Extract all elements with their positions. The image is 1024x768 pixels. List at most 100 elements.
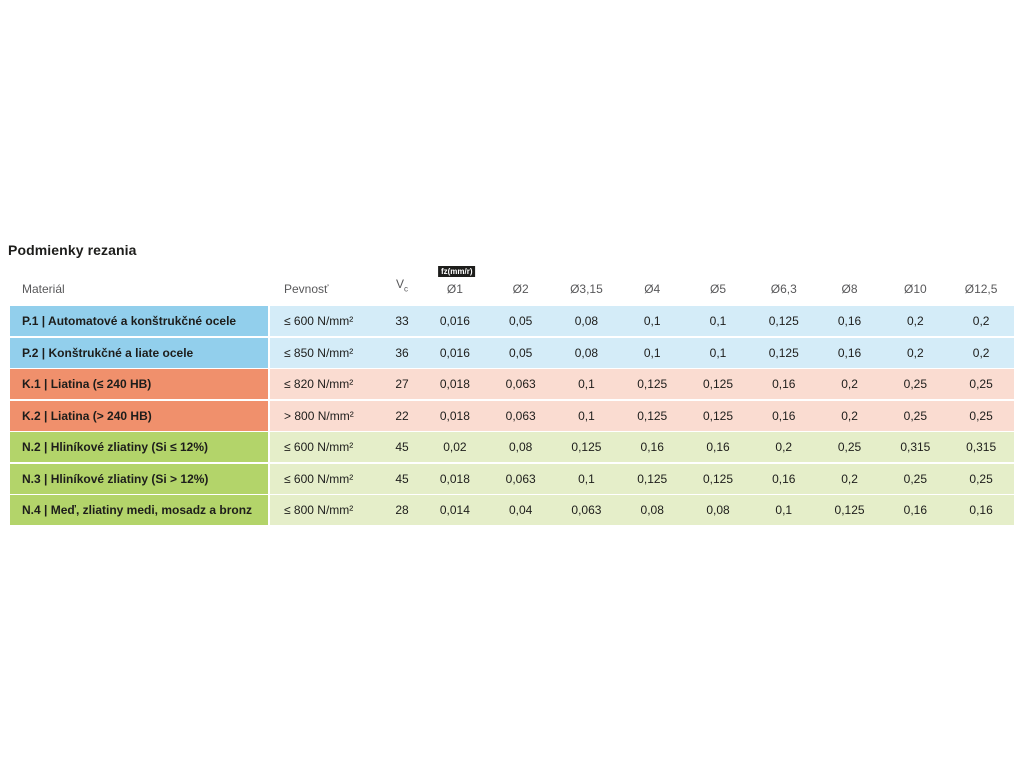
feed-value-cell: 0,125: [702, 377, 733, 391]
feed-value-cell: 0,05: [508, 345, 533, 360]
feed-value-cell: 0,125: [637, 408, 668, 423]
feed-value-cell: 0,2: [972, 314, 990, 328]
strength-cell: ≤ 850 N/mm²: [284, 345, 354, 360]
vc-label: V: [395, 276, 404, 291]
feed-value-cell: 0,125: [768, 314, 799, 328]
material-cell: P.1 | Automatové a konštrukčné ocele: [10, 306, 268, 336]
dia-label: Ø12,5: [964, 282, 998, 296]
column-header-dia-8: Ø10: [882, 282, 948, 296]
feed-value-cell: 0,1: [643, 314, 661, 328]
feed-value-cell: 0,315: [966, 440, 997, 454]
feed-value-cell: 0,25: [969, 471, 993, 486]
feed-value-cell: 0,014: [439, 503, 470, 517]
column-header-dia-1: fz(mm/r) Ø1: [422, 266, 488, 296]
feed-value-cell: 0,018: [439, 408, 470, 423]
material-cell: K.2 | Liatina (> 240 HB): [10, 400, 268, 431]
column-header-dia-3: Ø3,15: [554, 282, 620, 296]
table-row: N.2 | Hliníkové zliatiny (Si ≤ 12%) ≤ 60…: [10, 432, 1014, 462]
row-values: ≤ 600 N/mm² 45 0,018 0,063 0,1 0,125 0,1…: [270, 463, 1014, 494]
feed-value-cell: 0,125: [834, 503, 865, 517]
feed-value-cell: 0,16: [837, 345, 862, 360]
vc-cell: 28: [395, 503, 409, 517]
vc-cell: 22: [395, 408, 409, 423]
table-header-row: Materiál Pevnosť Vc fz(mm/r) Ø1 Ø2 Ø3,15…: [10, 260, 1014, 296]
table-body: P.1 | Automatové a konštrukčné ocele ≤ 6…: [10, 306, 1014, 525]
row-values: ≤ 800 N/mm² 28 0,014 0,04 0,063 0,08 0,0…: [270, 495, 1014, 525]
feed-value-cell: 0,063: [505, 408, 536, 423]
row-values: ≤ 850 N/mm² 36 0,016 0,05 0,08 0,1 0,1 0…: [270, 337, 1014, 368]
column-header-dia-5: Ø5: [685, 282, 751, 296]
vc-cell: 36: [395, 345, 409, 360]
cutting-conditions-table: Materiál Pevnosť Vc fz(mm/r) Ø1 Ø2 Ø3,15…: [10, 260, 1014, 527]
feed-value-cell: 0,1: [578, 408, 595, 423]
feed-value-cell: 0,2: [972, 345, 990, 360]
column-header-dia-7: Ø8: [817, 282, 883, 296]
feed-value-cell: 0,2: [841, 377, 858, 391]
feed-value-cell: 0,018: [439, 377, 470, 391]
feed-value-cell: 0,16: [706, 440, 730, 454]
vc-cell: 27: [395, 377, 409, 391]
feed-value-cell: 0,25: [903, 408, 927, 423]
feed-value-cell: 0,08: [574, 345, 599, 360]
feed-value-cell: 0,315: [900, 440, 931, 454]
feed-value-cell: 0,02: [443, 440, 467, 454]
feed-unit-badge: fz(mm/r): [437, 266, 476, 277]
feed-value-cell: 0,016: [439, 345, 470, 360]
strength-cell: ≤ 600 N/mm²: [284, 314, 354, 328]
header-rest: Pevnosť Vc fz(mm/r) Ø1 Ø2 Ø3,15 Ø4 Ø5: [270, 266, 1014, 296]
feed-value-cell: 0,16: [772, 377, 796, 391]
dia-label: Ø10: [903, 282, 927, 296]
table-row: P.2 | Konštrukčné a liate ocele ≤ 850 N/…: [10, 337, 1014, 368]
feed-value-cell: 0,08: [574, 314, 599, 328]
feed-value-cell: 0,125: [637, 377, 668, 391]
feed-value-cell: 0,25: [837, 440, 862, 454]
vc-cell: 45: [395, 440, 409, 454]
strength-cell: ≤ 600 N/mm²: [284, 440, 354, 454]
feed-value-cell: 0,1: [775, 503, 793, 517]
material-cell: N.4 | Meď, zliatiny medi, mosadz a bronz: [10, 495, 268, 525]
feed-value-cell: 0,16: [903, 503, 927, 517]
feed-value-cell: 0,08: [640, 503, 664, 517]
feed-value-cell: 0,08: [508, 440, 533, 454]
feed-value-cell: 0,25: [969, 408, 993, 423]
table-row: K.1 | Liatina (≤ 240 HB) ≤ 820 N/mm² 27 …: [10, 369, 1014, 399]
feed-value-cell: 0,1: [709, 314, 727, 328]
vc-cell: 45: [395, 471, 409, 486]
column-header-dia-4: Ø4: [619, 282, 685, 296]
feed-value-cell: 0,2: [841, 408, 858, 423]
column-header-strength: Pevnosť: [284, 282, 329, 296]
vc-cell: 33: [395, 314, 409, 328]
feed-value-cell: 0,2: [906, 345, 924, 360]
row-values: ≤ 820 N/mm² 27 0,018 0,063 0,1 0,125 0,1…: [270, 369, 1014, 399]
table-row: P.1 | Automatové a konštrukčné ocele ≤ 6…: [10, 306, 1014, 336]
feed-value-cell: 0,063: [571, 503, 602, 517]
strength-cell: ≤ 600 N/mm²: [284, 471, 354, 486]
strength-cell: ≤ 800 N/mm²: [284, 503, 354, 517]
column-header-dia-6: Ø6,3: [751, 282, 817, 296]
feed-value-cell: 0,16: [969, 503, 993, 517]
feed-value-cell: 0,16: [772, 408, 796, 423]
dia-label: Ø6,3: [770, 282, 797, 296]
column-header-material: Materiál: [22, 282, 65, 296]
feed-value-cell: 0,16: [640, 440, 664, 454]
feed-value-cell: 0,125: [571, 440, 602, 454]
dia-label: Ø8: [841, 282, 858, 296]
feed-value-cell: 0,2: [906, 314, 924, 328]
dia-label: Ø1: [446, 282, 463, 296]
feed-value-cell: 0,1: [578, 471, 595, 486]
feed-value-cell: 0,25: [969, 377, 993, 391]
material-cell: K.1 | Liatina (≤ 240 HB): [10, 369, 268, 399]
dia-label: Ø5: [709, 282, 726, 296]
feed-value-cell: 0,063: [505, 471, 536, 486]
material-cell: N.3 | Hliníkové zliatiny (Si > 12%): [10, 463, 268, 494]
feed-value-cell: 0,05: [508, 314, 533, 328]
feed-value-cell: 0,1: [643, 345, 661, 360]
feed-value-cell: 0,16: [772, 471, 796, 486]
feed-value-cell: 0,125: [768, 345, 799, 360]
dia-label: Ø3,15: [570, 282, 603, 296]
table-row: N.4 | Meď, zliatiny medi, mosadz a bronz…: [10, 495, 1014, 525]
material-cell: P.2 | Konštrukčné a liate ocele: [10, 337, 268, 368]
row-values: > 800 N/mm² 22 0,018 0,063 0,1 0,125 0,1…: [270, 400, 1014, 431]
table-row: K.2 | Liatina (> 240 HB) > 800 N/mm² 22 …: [10, 400, 1014, 431]
